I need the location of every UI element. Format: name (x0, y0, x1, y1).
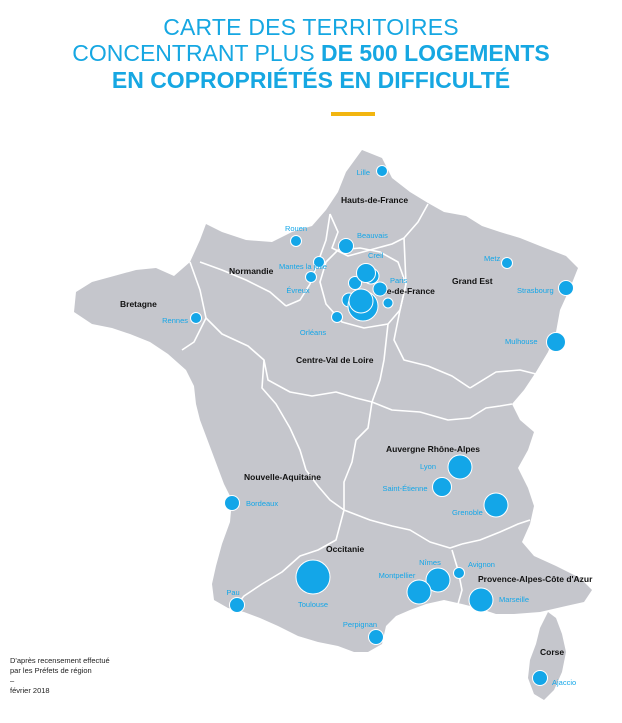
border-rhone (451, 549, 463, 605)
region-label-ile-de-france: Île-de-France (381, 285, 435, 296)
border-na-east (233, 359, 345, 609)
paris-cluster-bubble (372, 281, 388, 297)
city-label-avignon: Avignon (468, 560, 495, 569)
map-title: CARTE DES TERRITOIRES CONCENTRANT PLUS D… (0, 14, 622, 94)
region-label-hauts-de-france: Hauts-de-France (341, 195, 408, 205)
city-label-perpignan: Perpignan (343, 620, 377, 629)
city-bubble-lyon (447, 454, 473, 480)
border-ara-west (343, 401, 373, 510)
region-label-nouvelle-aquitaine: Nouvelle-Aquitaine (244, 472, 321, 482)
title-line-1: CARTE DES TERRITOIRES (163, 14, 459, 40)
city-label-toulouse: Toulouse (298, 600, 328, 609)
city-bubble-lille (376, 165, 388, 177)
city-label-beauvais: Beauvais (357, 231, 388, 240)
city-bubble-beauvais (338, 238, 354, 254)
city-bubble-bordeaux (224, 495, 240, 511)
city-bubble-toulouse (295, 559, 331, 595)
city-bubble-saint-etienne (432, 477, 452, 497)
city-bubble-rennes (190, 312, 202, 324)
mainland-france-shape (74, 150, 592, 652)
border-bfc (371, 401, 513, 421)
border-grandest-west (393, 237, 471, 389)
france-land (74, 150, 592, 700)
source-note-line-1: D'après recensement effectué (10, 656, 110, 665)
title-line-2-regular: CONCENTRANT PLUS (72, 40, 321, 66)
region-label-grand-est: Grand Est (452, 276, 493, 286)
city-bubble-grenoble (483, 492, 509, 518)
city-label-marseille: Marseille (499, 595, 529, 604)
city-label-grenoble: Grenoble (452, 508, 483, 517)
border-normandie-south (199, 261, 287, 307)
title-line-3: EN COPROPRIÉTÉS EN DIFFICULTÉ (111, 67, 511, 93)
region-label-bretagne: Bretagne (120, 299, 157, 309)
border-grandest-south (469, 369, 557, 389)
city-bubble-pau (229, 597, 245, 613)
region-label-corse: Corse (540, 647, 564, 657)
city-bubble-creil (356, 263, 376, 283)
city-bubble-mulhouse (546, 332, 566, 352)
city-label-lille: Lille (357, 168, 370, 177)
city-label-lyon: Lyon (420, 462, 436, 471)
city-bubble-avignon (453, 567, 465, 579)
city-label-mantes-la-jolie: Mantes la jolie (279, 262, 327, 271)
city-label-bordeaux: Bordeaux (246, 499, 278, 508)
city-bubble-perpignan (368, 629, 384, 645)
region-label-normandie: Normandie (229, 266, 274, 276)
border-centre-south (205, 317, 373, 403)
city-bubble-orleans (331, 311, 343, 323)
city-label-evreux: Évreux (286, 286, 310, 295)
region-labels: Hauts-de-France Normandie Île-de-France … (120, 195, 593, 657)
city-bubble-mantes-la-jolie (313, 256, 325, 268)
city-label-mulhouse: Mulhouse (505, 337, 538, 346)
title-underline (331, 112, 375, 116)
city-label-rennes: Rennes (162, 316, 188, 325)
city-label-ajaccio: Ajaccio (552, 678, 576, 687)
city-bubble-nimes (425, 567, 451, 593)
region-label-centre-val-de-loire: Centre-Val de Loire (296, 355, 374, 365)
city-label-pau: Pau (226, 588, 239, 597)
city-label-montpellier: Montpellier (379, 571, 416, 580)
city-label-creil: Creil (368, 251, 384, 260)
region-label-auvergne-rhone-alpes: Auvergne Rhône-Alpes (386, 444, 480, 454)
border-paca (461, 519, 531, 545)
source-note: D'après recensement effectué par les Pré… (10, 656, 110, 696)
city-bubble-marseille (468, 587, 494, 613)
border-centre-east (371, 323, 389, 403)
city-label-saint-etienne: Saint-Étienne (382, 484, 427, 493)
city-labels: Lille Beauvais Creil Rouen Mantes la jolie Év… (162, 168, 576, 687)
city-bubble-ajaccio (532, 670, 548, 686)
paris-cluster-bubble (382, 297, 394, 309)
region-label-paca: Provence-Alpes-Côte d'Azur (478, 574, 593, 584)
source-note-line-3: – (10, 676, 15, 685)
city-label-rouen: Rouen (285, 224, 307, 233)
city-bubble-montpellier (406, 579, 432, 605)
source-note-line-4: février 2018 (10, 686, 50, 695)
city-label-paris: Paris (390, 276, 407, 285)
paris-cluster-bubble (348, 276, 362, 290)
city-label-nimes: Nîmes (419, 558, 441, 567)
source-note-line-2: par les Préfets de région (10, 666, 92, 675)
city-bubble-rouen (290, 235, 302, 247)
city-bubble-strasbourg (558, 280, 574, 296)
city-label-metz: Metz (484, 254, 501, 263)
title-line-2-bold: DE 500 LOGEMENTS (321, 40, 550, 66)
city-bubbles (190, 165, 574, 686)
city-bubble-evreux (305, 271, 317, 283)
title-line-2: CONCENTRANT PLUS DE 500 LOGEMENTS (0, 40, 622, 66)
city-bubble-paris (348, 288, 374, 314)
region-label-occitanie: Occitanie (326, 544, 365, 554)
city-bubble-metz (501, 257, 513, 269)
city-label-orleans: Orléans (300, 328, 327, 337)
city-label-strasbourg: Strasbourg (517, 286, 554, 295)
border-occ-ara (343, 509, 463, 549)
